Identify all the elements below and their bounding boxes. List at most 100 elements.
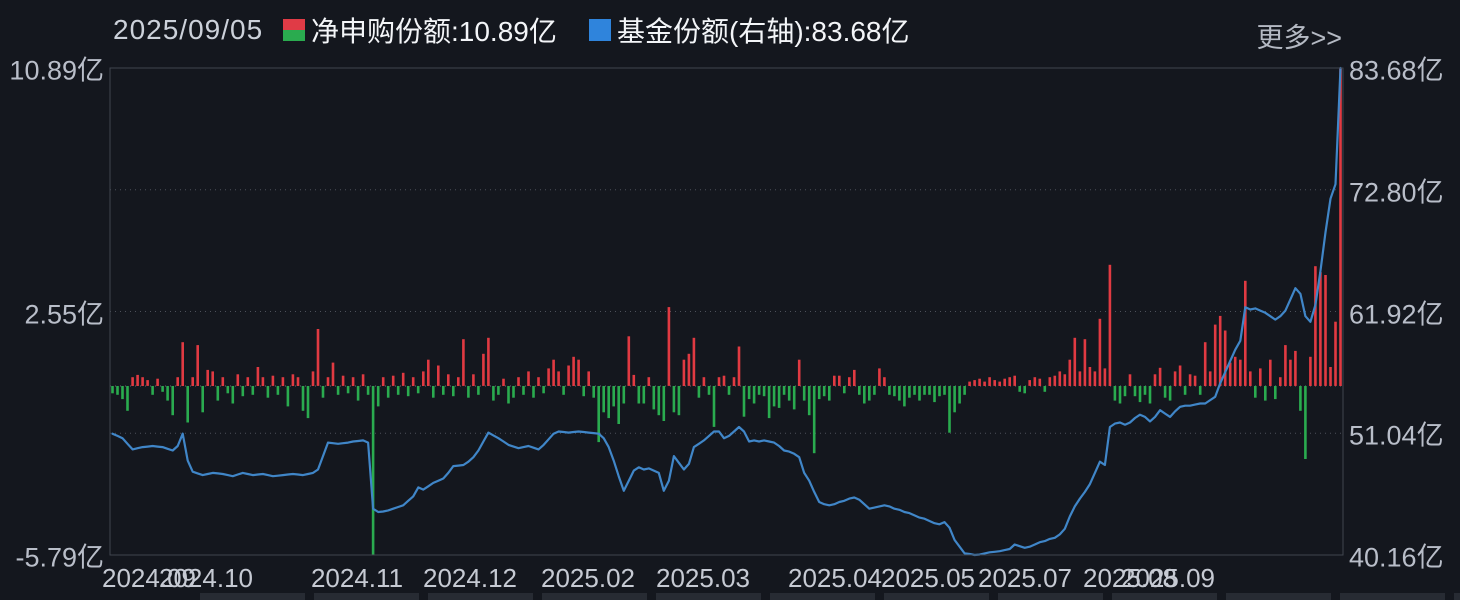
net-subscription-bar: [532, 386, 535, 398]
net-subscription-bar: [552, 359, 555, 386]
x-axis-label: 2025.05: [881, 563, 975, 593]
net-subscription-bar: [1018, 386, 1021, 392]
net-subscription-bar: [812, 386, 816, 454]
net-subscription-bar: [1143, 386, 1147, 395]
net-subscription-bar: [547, 368, 550, 386]
net-subscription-bar: [1193, 375, 1197, 386]
net-subscription-bar: [477, 386, 480, 395]
net-subscription-bar: [1264, 386, 1267, 401]
net-subscription-bar: [777, 386, 781, 408]
net-subscription-bar: [371, 386, 375, 555]
net-subscription-bar: [622, 386, 626, 404]
net-subscription-bar: [973, 380, 976, 386]
net-subscription-bar: [993, 380, 996, 386]
net-subscription-bar: [712, 386, 716, 427]
net-subscription-bar: [577, 359, 580, 386]
net-subscription-bar: [487, 337, 490, 386]
net-subscription-bar: [301, 386, 305, 411]
net-subscription-bar: [356, 386, 360, 401]
net-subscription-bar: [261, 377, 265, 386]
net-subscription-bar: [401, 372, 405, 386]
legend-net-subscription: 净申购份额:10.89亿: [283, 14, 557, 47]
net-subscription-bar: [772, 386, 776, 407]
net-subscription-bar: [557, 371, 560, 386]
net-subscription-bar: [843, 386, 846, 394]
left-axis-label: 2.55亿: [24, 299, 104, 329]
net-subscription-bar: [1183, 386, 1187, 395]
net-subscription-bar: [1334, 321, 1337, 386]
net-subscription-bar: [742, 386, 746, 417]
net-subscription-bar: [331, 362, 335, 386]
net-subscription-bar: [1138, 386, 1142, 403]
right-axis-label: 72.80亿: [1349, 177, 1444, 208]
net-subscription-bar: [1058, 371, 1062, 386]
net-subscription-bar: [863, 386, 866, 404]
net-subscription-bar: [747, 386, 751, 400]
net-subscription-bar: [497, 386, 500, 395]
net-subscription-bar: [1023, 386, 1026, 394]
net-subscription-bar: [141, 377, 144, 386]
net-subscription-bar: [978, 378, 981, 386]
net-subscription-bar: [817, 386, 821, 400]
net-subscription-bar: [1088, 367, 1092, 386]
net-subscription-bar: [858, 386, 861, 395]
net-subscription-bar: [1128, 374, 1132, 386]
net-subscription-bar: [1269, 359, 1272, 386]
net-subscription-bar: [136, 374, 139, 386]
net-subscription-bar: [923, 386, 926, 395]
x-axis-label: 2024.09: [102, 563, 196, 593]
net-subscription-bar: [1158, 367, 1162, 386]
net-subscription-bar: [1028, 380, 1031, 386]
net-subscription-bar: [542, 386, 545, 394]
net-subscription-bar: [366, 386, 370, 395]
net-subscription-bar: [1259, 368, 1262, 386]
net-subscription-bar: [126, 386, 129, 411]
net-subscription-bar: [637, 386, 641, 404]
net-subscription-bar: [983, 381, 986, 386]
net-subscription-bar: [933, 386, 936, 403]
net-subscription-bar: [1073, 337, 1077, 386]
net-subscription-bar: [848, 377, 851, 386]
net-subscription-bar: [1228, 362, 1232, 386]
net-subscription-bar: [1133, 386, 1137, 397]
net-subscription-bar: [752, 386, 756, 404]
net-subscription-bar: [1118, 386, 1122, 404]
net-subscription-bar: [1178, 365, 1182, 386]
net-subscription-bar: [1294, 350, 1297, 386]
net-subscription-bar: [171, 386, 174, 416]
net-subscription-bar: [647, 377, 651, 386]
net-subscription-bar: [597, 386, 600, 443]
net-subscription-bar: [873, 386, 876, 395]
net-subscription-bar: [316, 329, 320, 386]
net-subscription-bar: [657, 386, 661, 416]
net-subscription-bar: [562, 386, 565, 395]
net-subscription-bar: [632, 374, 636, 386]
more-link[interactable]: 更多>>: [1256, 23, 1342, 53]
net-subscription-bar: [903, 386, 906, 407]
net-subscription-bar: [266, 386, 270, 398]
net-subscription-bar: [1239, 359, 1242, 386]
x-axis-label: 2025.07: [978, 563, 1072, 593]
net-subscription-bar: [687, 353, 691, 386]
net-subscription-bar: [652, 386, 656, 410]
net-subscription-bar: [617, 386, 620, 424]
net-subscription-bar: [1068, 359, 1072, 386]
net-subscription-bar: [963, 386, 966, 395]
net-subscription-bar: [898, 386, 901, 401]
x-axis-label: 2025.08: [1083, 563, 1177, 593]
net-subscription-bar: [251, 386, 255, 395]
net-subscription-bar: [853, 369, 856, 386]
net-subscription-bar: [767, 386, 771, 419]
net-subscription-bar: [1188, 374, 1192, 386]
net-subscription-bar: [111, 386, 114, 394]
net-subscription-bar: [391, 375, 395, 386]
fund-shares-line: [111, 66, 1342, 557]
net-subscription-bar: [291, 374, 295, 386]
net-subscription-bar: [231, 386, 235, 404]
net-subscription-bar: [1078, 371, 1082, 386]
net-subscription-bar: [1003, 378, 1006, 386]
net-subscription-bar: [206, 369, 209, 386]
